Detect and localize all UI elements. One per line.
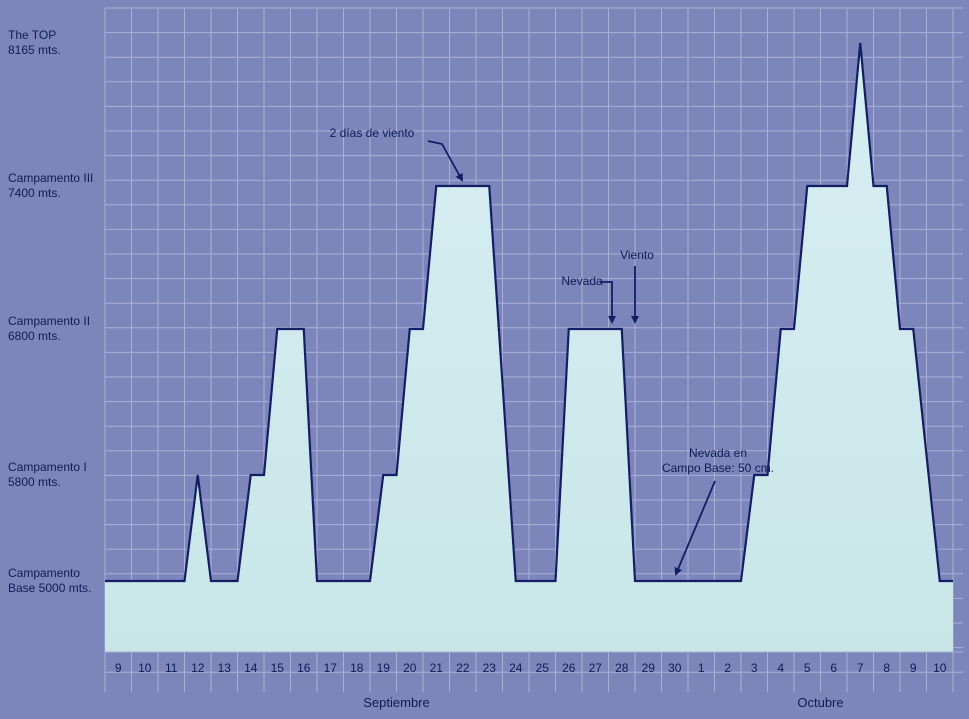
x-tick-label: 20 — [403, 661, 417, 675]
annotation-label: Viento — [620, 248, 654, 262]
x-tick-label: 3 — [751, 661, 758, 675]
month-label: Septiembre — [363, 695, 429, 710]
y-level-label-line2: 5800 mts. — [8, 475, 61, 489]
annotations: 2 días de viento Nevada Viento Nevada en Cam… — [330, 126, 774, 576]
x-tick-label: 8 — [883, 661, 890, 675]
x-tick-label: 4 — [777, 661, 784, 675]
x-tick-label: 26 — [562, 661, 576, 675]
y-level-label-line2: 6800 mts. — [8, 329, 61, 343]
x-tick-label: 10 — [933, 661, 947, 675]
y-level-label: The TOP 8165 mts. — [8, 28, 61, 57]
y-level-label-line1: The TOP — [8, 28, 56, 42]
annotation-arrow — [427, 140, 463, 182]
x-tick-label: 23 — [483, 661, 497, 675]
x-tick-label: 27 — [589, 661, 603, 675]
x-tick-label: 19 — [377, 661, 391, 675]
y-level-label: Campamento III 7400 mts. — [8, 171, 93, 200]
annotation-label-line: 2 días de viento — [330, 126, 415, 140]
x-tick-label: 29 — [642, 661, 656, 675]
y-level-label: Campamento Base 5000 mts. — [8, 566, 91, 595]
annotation-label-line: Nevada — [561, 274, 603, 288]
y-level-label-line2: Base 5000 mts. — [8, 581, 91, 595]
annotation-label: 2 días de viento — [330, 126, 415, 140]
x-tick-label: 16 — [297, 661, 311, 675]
annotation-label-line: Viento — [620, 248, 654, 262]
x-axis-ticks: 9 10 11 12 13 14 15 16 17 18 19 20 21 22 23 24 25 26 27 28 2… — [115, 661, 947, 675]
annotation-arrow — [674, 480, 716, 576]
y-level-label-line1: Campamento III — [8, 171, 93, 185]
x-tick-label: 12 — [191, 661, 205, 675]
x-tick-label: 11 — [165, 661, 178, 675]
x-tick-label: 18 — [350, 661, 364, 675]
x-tick-label: 21 — [430, 661, 444, 675]
annotation-arrow — [600, 281, 616, 324]
x-tick-label: 6 — [830, 661, 837, 675]
month-label: Octubre — [797, 695, 843, 710]
y-level-label-line2: 7400 mts. — [8, 186, 61, 200]
y-level-label-line1: Campamento I — [8, 460, 87, 474]
x-tick-label: 7 — [857, 661, 864, 675]
month-labels: Septiembre Octubre — [363, 695, 843, 710]
altitude-area — [105, 42, 963, 653]
annotation-label-line: Campo Base: 50 cm. — [662, 461, 774, 475]
x-tick-label: 30 — [668, 661, 682, 675]
y-level-label: Campamento II 6800 mts. — [8, 314, 90, 343]
x-tick-label: 10 — [138, 661, 152, 675]
altitude-area-fill — [105, 43, 953, 652]
x-tick-label: 9 — [115, 661, 122, 675]
x-tick-label: 13 — [218, 661, 232, 675]
y-level-label-line2: 8165 mts. — [8, 43, 61, 57]
y-level-label: Campamento I 5800 mts. — [8, 460, 87, 489]
x-tick-label: 17 — [324, 661, 338, 675]
x-tick-label: 15 — [271, 661, 285, 675]
annotation-label: Nevada — [561, 274, 603, 288]
x-tick-label: 25 — [536, 661, 550, 675]
x-tick-label: 28 — [615, 661, 629, 675]
x-tick-label: 9 — [910, 661, 917, 675]
x-tick-label: 1 — [698, 661, 705, 675]
x-tick-label: 24 — [509, 661, 523, 675]
annotation-label-line: Nevada en — [689, 446, 747, 460]
y-level-label-line1: Campamento II — [8, 314, 90, 328]
altitude-line — [105, 42, 953, 583]
y-level-label-line1: Campamento — [8, 566, 80, 580]
y-axis-labels: The TOP 8165 mts.Campamento III 7400 mts.C… — [8, 28, 93, 595]
x-tick-label: 22 — [456, 661, 470, 675]
x-tick-label: 2 — [724, 661, 731, 675]
x-tick-label: 5 — [804, 661, 811, 675]
x-tick-label: 14 — [244, 661, 258, 675]
annotation-label: Nevada en Campo Base: 50 cm. — [662, 446, 774, 475]
